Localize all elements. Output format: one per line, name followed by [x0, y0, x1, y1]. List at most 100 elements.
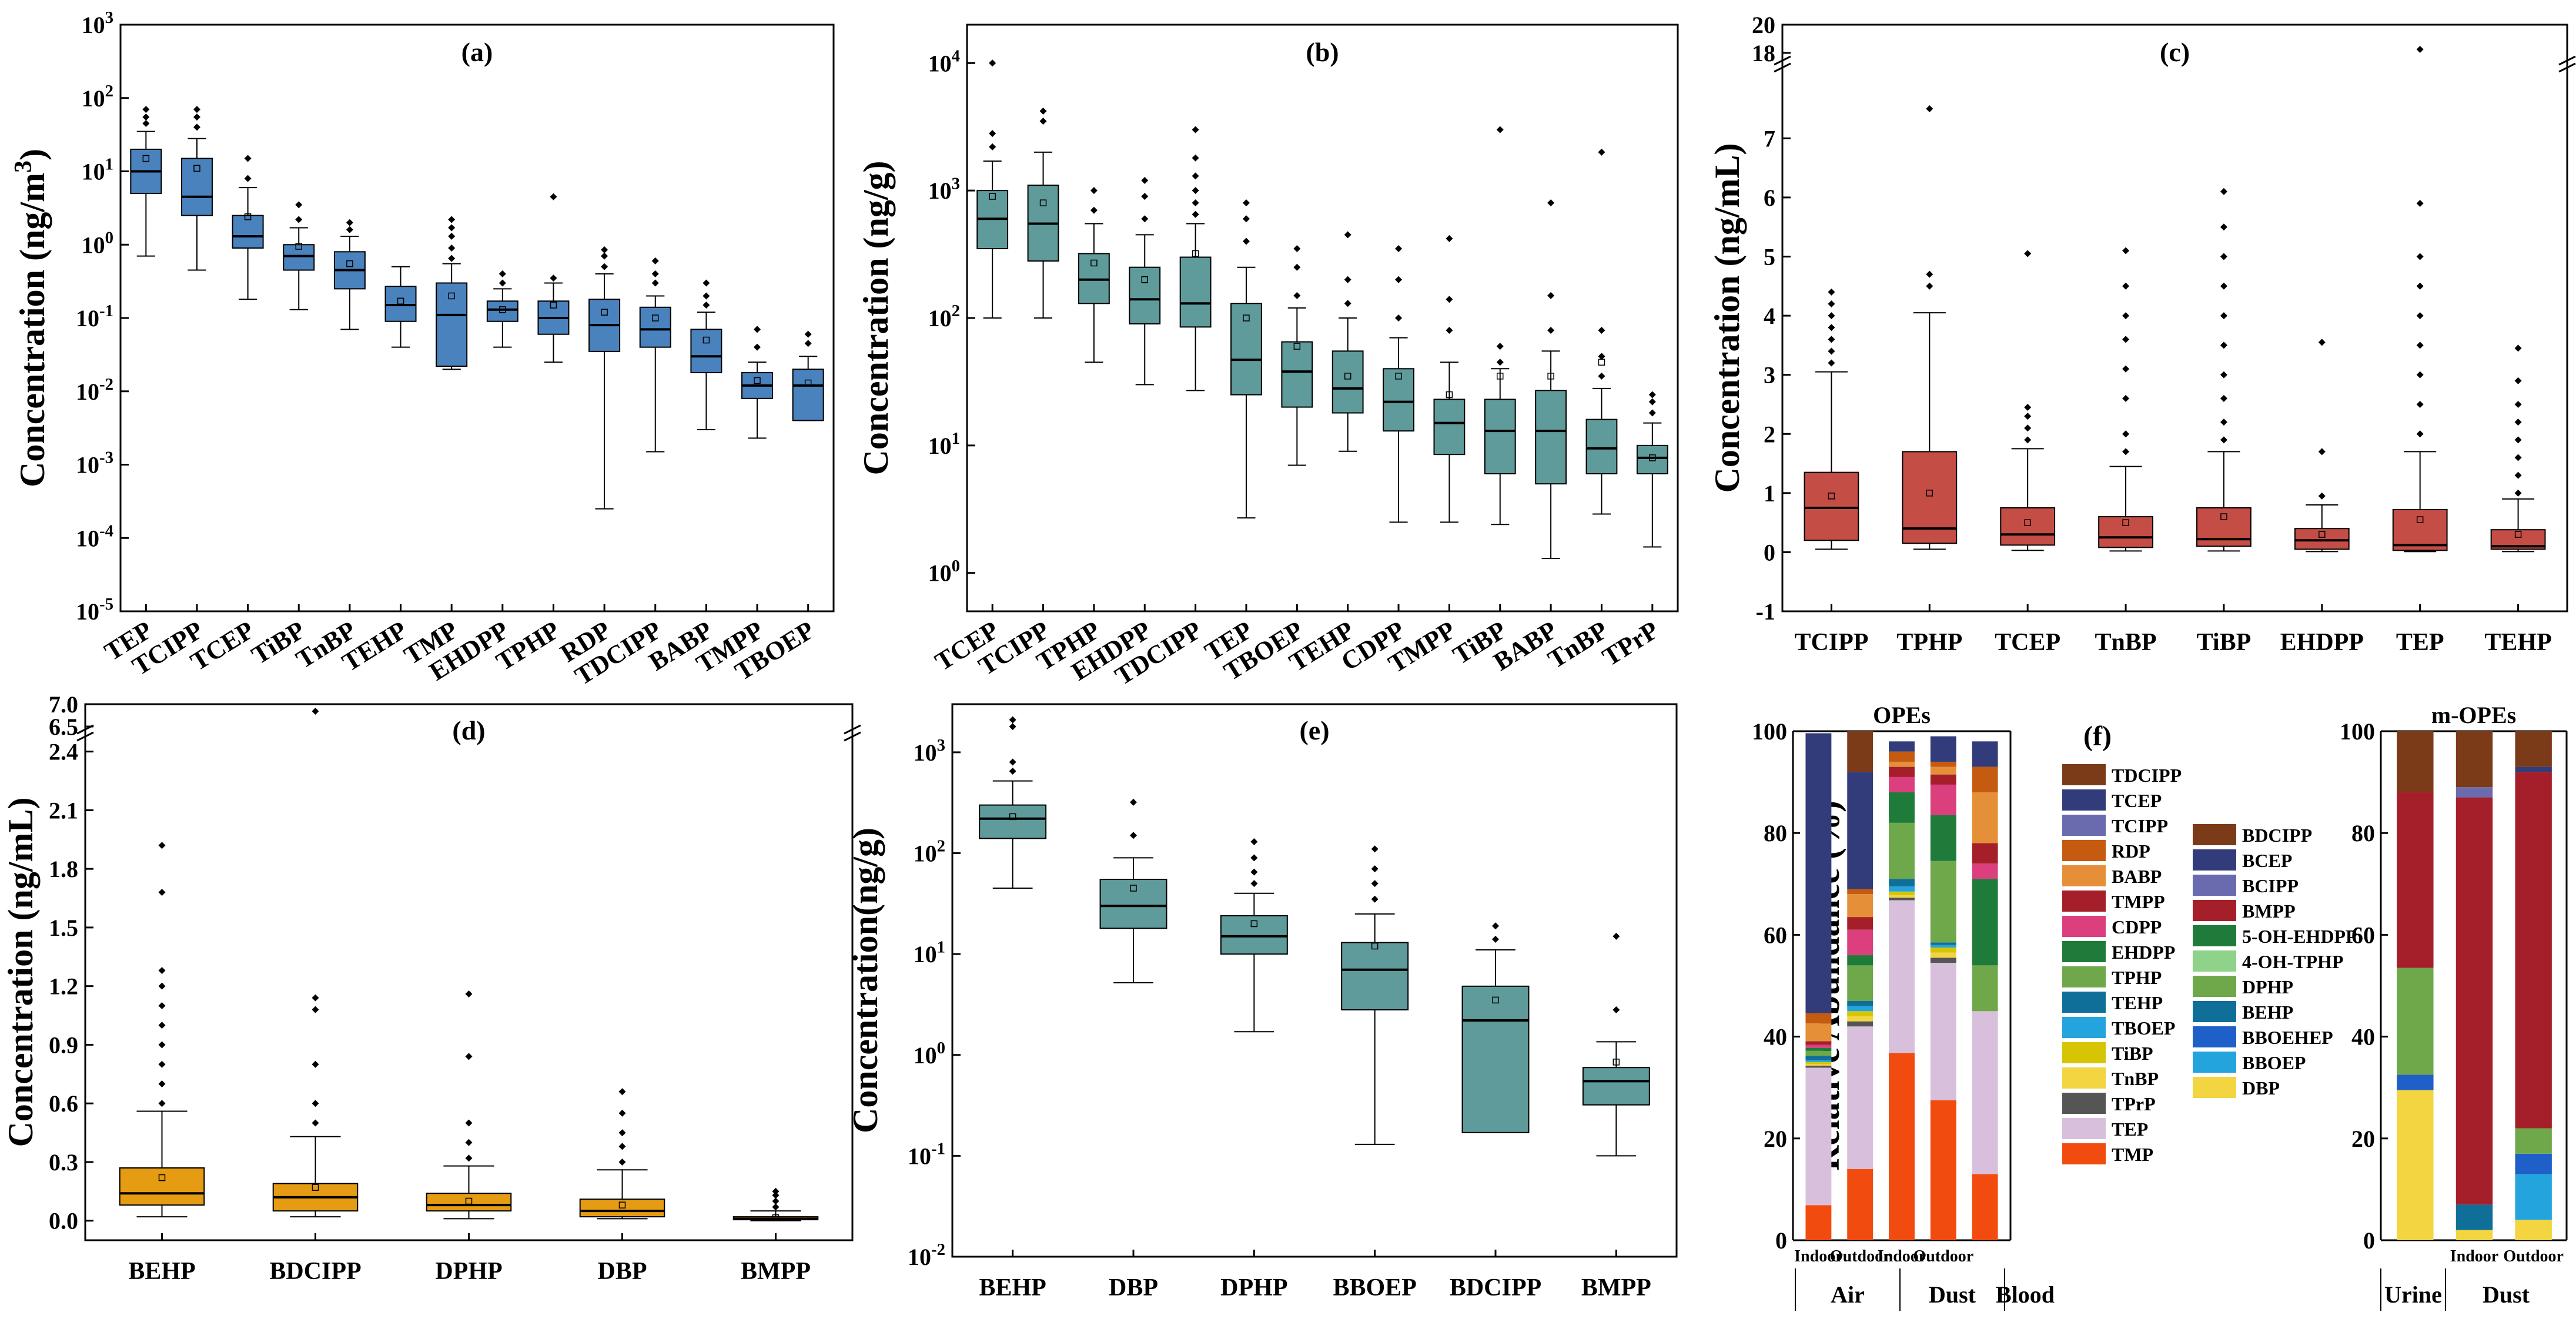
panel-3-mean	[772, 1214, 780, 1221]
panel-f-opes-legend-entry: TiBP	[2112, 1043, 2153, 1064]
panel-2-ytick-label: 6	[1764, 185, 1775, 211]
panel-0-ytick-label: 10-1	[76, 302, 113, 332]
panel-1-outlier	[1090, 187, 1098, 195]
panel-3-outlier	[465, 1139, 473, 1146]
panel-f-mopes-legend-swatch	[2193, 1052, 2236, 1073]
panel-f-mopes-legend-entry: BBOEP	[2242, 1052, 2306, 1073]
panel-1-ytick-label: 103	[928, 174, 960, 204]
panel-3-break-mark	[76, 731, 94, 742]
panel-f-mopes-segment	[2397, 792, 2434, 968]
panel-2-outlier	[2024, 413, 2032, 420]
panel-f-opes-legend-swatch	[2062, 1118, 2106, 1139]
panel-4-label: (e)	[1299, 715, 1329, 745]
panel-f-mopes-segment	[2515, 1174, 2552, 1220]
panel-f-opes-segment	[1972, 792, 1998, 843]
panel-2-outlier	[1828, 312, 1835, 320]
panel-0-ytick-label: 103	[82, 8, 113, 38]
panel-f-opes-legend-swatch	[2062, 1042, 2106, 1063]
panel-2-break-mark	[1774, 62, 1791, 73]
panel-3-outlier	[312, 1060, 319, 1068]
panel-f-opes-segment	[1930, 761, 1956, 767]
panel-3-outlier	[312, 1006, 319, 1013]
panel-1-outlier	[1446, 327, 1453, 334]
panel-f-opes-legend-swatch	[2062, 840, 2106, 861]
panel-f-opes-segment	[1889, 751, 1915, 762]
panel-f-opes-segment	[1930, 766, 1956, 775]
panel-1-outlier	[989, 59, 996, 67]
panel-1-box	[1129, 266, 1161, 324]
panel-f-opes-legend-entry: TMP	[2112, 1144, 2153, 1165]
panel-2-category-label: TiBP	[2197, 629, 2252, 656]
panel-2-outlier	[1828, 300, 1835, 307]
panel-2-category-label: TPHP	[1896, 629, 1962, 656]
panel-0-outlier	[804, 330, 812, 338]
panel-1-outlier	[1293, 263, 1301, 271]
panel-1-outlier	[1141, 215, 1149, 223]
panel-1-outlier	[1598, 327, 1605, 334]
panel-1-outlier	[1496, 359, 1504, 366]
panel-0-frame	[119, 24, 835, 612]
panel-f-opes-segment	[1889, 891, 1915, 895]
panel-f-opes-segment	[1847, 965, 1874, 1001]
panel-0-outlier	[651, 270, 659, 277]
panel-2-break-mark	[2558, 62, 2576, 73]
panel-0-outlier	[244, 155, 252, 162]
panel-3-ytick-label: 1.5	[49, 915, 78, 941]
panel-3-box	[426, 1193, 512, 1212]
panel-f-opes-legend-entry: TPHP	[2112, 967, 2162, 988]
panel-1-box	[1585, 419, 1618, 474]
panel-1-mean	[1395, 373, 1402, 380]
panel-3-ytick-label: 0.0	[49, 1208, 78, 1234]
panel-f-mopes-title: m-OPEs	[2431, 702, 2516, 728]
panel-1-outlier	[1242, 215, 1250, 223]
panel-0-box	[690, 329, 722, 373]
panel-1-outlier	[1242, 199, 1250, 207]
panel-f-mopes-legend-entry: BCEP	[2242, 850, 2292, 871]
panel-f-mopes-segment	[2455, 1204, 2493, 1230]
panel-2-ytick-label: 4	[1764, 303, 1775, 329]
panel-3-label: (d)	[452, 715, 485, 745]
panel-1-outlier	[1598, 353, 1605, 360]
panel-f-mopes-legend-swatch	[2193, 824, 2236, 845]
panel-0-ytick-label: 10-2	[76, 375, 113, 405]
panel-f-opes-segment	[1889, 895, 1915, 898]
panel-4-category-label: DBP	[1109, 1274, 1158, 1301]
panel-2-mean	[2024, 519, 2031, 526]
panel-0-label: (a)	[461, 37, 493, 67]
panel-f-opes-legend-entry: TnBP	[2112, 1068, 2159, 1089]
panel-f-opes-legend-entry: TDCIPP	[2112, 765, 2182, 786]
panel-0-outlier	[499, 270, 506, 277]
panel-3-outlier	[772, 1187, 780, 1195]
panel-f-mopes-segment	[2397, 968, 2434, 1075]
panel-f-opes-segment	[1805, 1013, 1832, 1024]
panel-2-outlier	[2122, 282, 2130, 290]
panel-0-outlier	[601, 246, 608, 254]
panel-f-mopes-legend-entry: BDCIPP	[2242, 825, 2312, 846]
panel-f-opes-segment	[1847, 889, 1874, 895]
panel-2-outlier	[2318, 492, 2326, 500]
panel-f-mopes-segment	[2455, 1230, 2493, 1240]
panel-2-ytick-label: 2	[1764, 421, 1775, 447]
panel-f-opes-legend-entry: EHDPP	[2112, 942, 2175, 963]
panel-2-category-label: TEP	[2396, 629, 2444, 656]
panel-1-mean	[1497, 373, 1504, 380]
panel-2-category-label: TEHP	[2484, 629, 2551, 656]
panel-2-break-mark	[1774, 55, 1791, 66]
panel-0-outlier	[142, 106, 150, 113]
panel-1-ytick-label: 101	[928, 429, 960, 459]
panel-2-outlier	[2514, 344, 2522, 352]
panel-f-opes-legend-swatch	[2062, 1093, 2106, 1114]
panel-2-outlier	[2220, 419, 2227, 426]
panel-f-mopes-legend-swatch	[2193, 900, 2236, 921]
panel-0-mean	[448, 292, 455, 300]
panel-f-mopes-legend-entry: 5-OH-EHDPP	[2242, 926, 2357, 947]
panel-4-outlier	[1492, 936, 1499, 943]
panel-3-outlier	[312, 994, 319, 1002]
panel-4-box	[1099, 879, 1167, 929]
panel-f-opes-segment	[1930, 861, 1956, 943]
panel-0-box	[232, 215, 264, 249]
panel-1-frame	[966, 24, 1679, 612]
panel-2-outlier	[1828, 347, 1835, 355]
panel-f-mopes-segment	[2397, 731, 2434, 792]
